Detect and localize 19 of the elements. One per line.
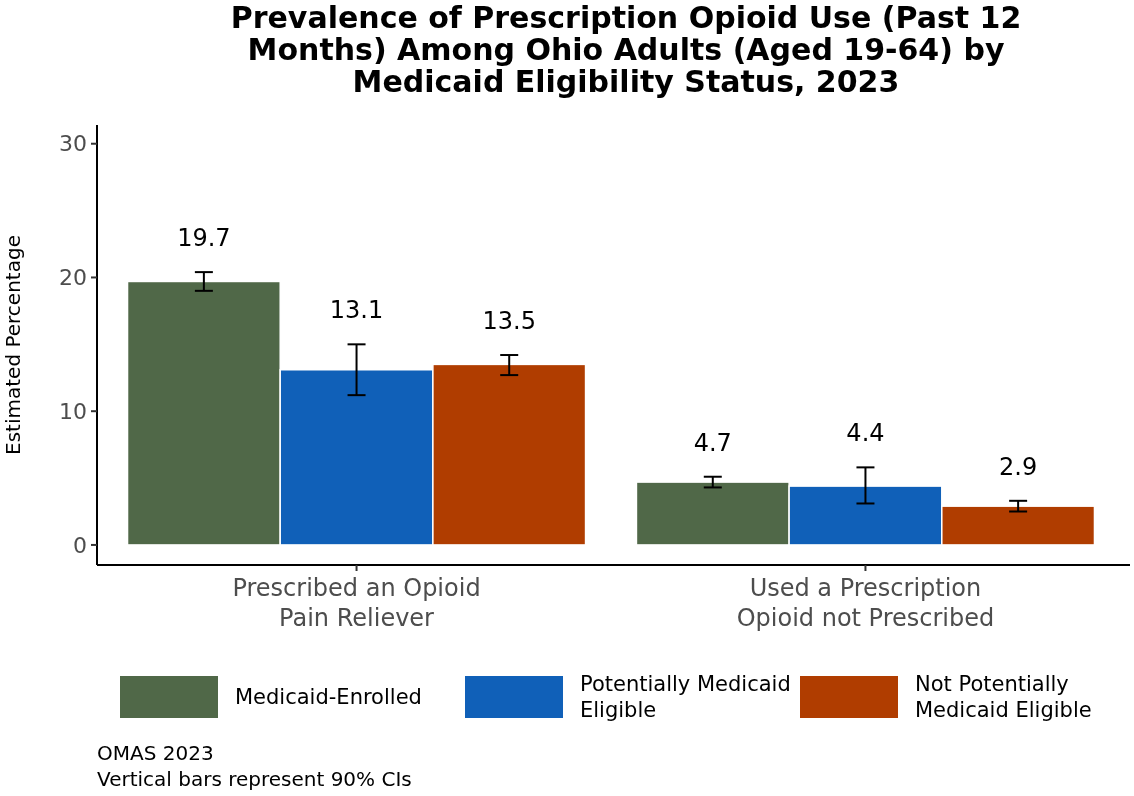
data-label: 19.7 [177, 224, 231, 253]
data-label: 2.9 [999, 452, 1038, 481]
legend-label: Medicaid-Enrolled [235, 685, 422, 709]
data-label: 4.7 [693, 428, 732, 457]
y-tick-label: 20 [59, 265, 87, 291]
legend-label: Not Potentially Medicaid Eligible [915, 672, 1092, 722]
y-tick-label: 0 [73, 532, 87, 558]
chart-title: Prevalence of Prescription Opioid Use (Past 12 Months) Among Ohio Adults (Aged 19-64) by Medicaid Eligibility Status, 2023 [230, 0, 1022, 99]
y-tick-label: 30 [59, 131, 87, 157]
y-axis-title: Estimated Percentage [1, 235, 25, 455]
y-tick-label: 10 [59, 398, 87, 424]
data-label: 13.1 [329, 296, 384, 325]
text: OMAS 2023 [97, 741, 214, 765]
data-label: 13.5 [482, 307, 536, 336]
data-label: 4.4 [846, 419, 885, 448]
x-tick-label: Prescribed an Opioid Pain Reliever [232, 574, 481, 632]
text: Vertical bars represent 90% CIs [97, 767, 412, 791]
legend-label: Potentially Medicaid Eligible [580, 672, 791, 722]
x-tick-label: Used a Prescription Opioid not Prescribed [736, 574, 995, 632]
